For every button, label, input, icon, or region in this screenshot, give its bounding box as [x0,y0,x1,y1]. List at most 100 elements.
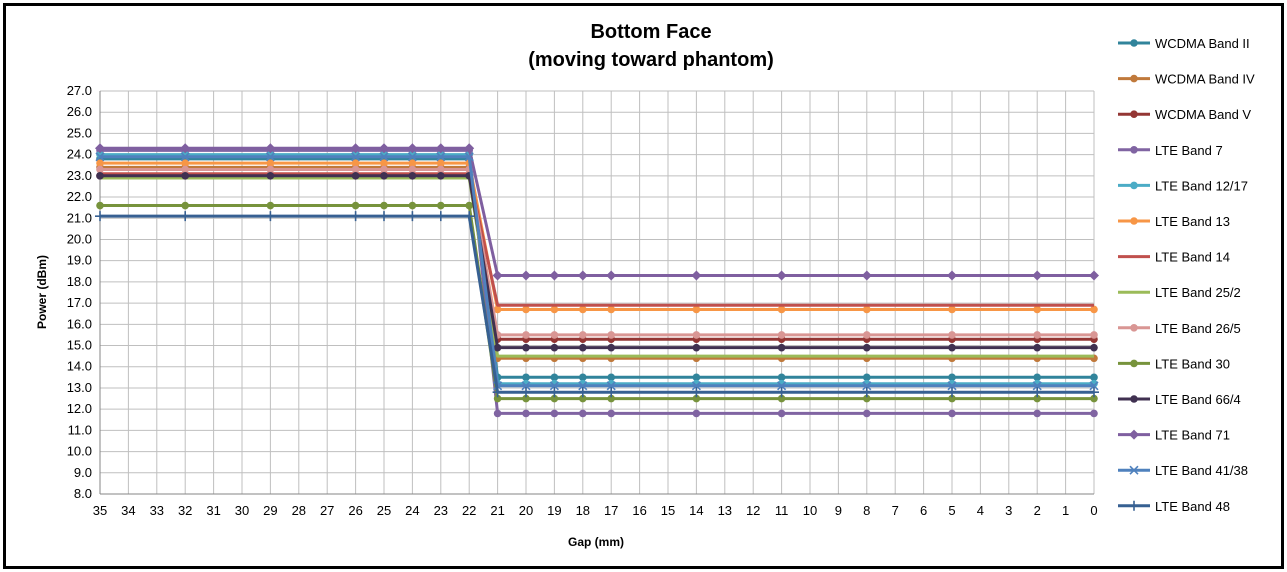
data-point-lte-band-30 [607,394,615,403]
legend-label-lte-band-66-4: LTE Band 66/4 [1155,392,1241,407]
data-point-wcdma-band-ii [550,373,559,382]
data-point-lte-band-48 [492,387,503,398]
y-tick-label: 18.0 [67,274,92,289]
data-point-lte-band-26-5 [351,165,360,174]
data-point-lte-band-30 [351,201,360,210]
data-point-lte-band-13 [408,159,417,167]
data-point-lte-band-13 [351,159,360,167]
legend-marker-wcdma-band-v [1130,110,1138,118]
data-point-lte-band-48 [435,211,446,222]
x-axis-ticks: 35 34 33 32 31 30 29 28 27 26 25 24 23 22 21 20 19 18 17 16… [93,503,1098,518]
data-point-lte-band-66-4 [550,343,559,352]
y-axis-label: Power (dBm) [35,255,49,329]
data-point-lte-band-30 [579,394,587,403]
x-tick-label: 8 [863,503,870,518]
data-point-lte-band-71 [95,143,105,154]
data-point-lte-band-66-4 [181,172,189,180]
data-point-lte-band-41-38 [95,152,105,162]
data-point-lte-band-30 [1090,394,1098,403]
data-point-lte-band-41-38 [578,381,588,391]
series-line-lte-band-30 [100,204,1094,401]
data-point-lte-band-13 [437,159,445,167]
legend-marker-lte-band-71 [1129,429,1139,440]
y-tick-label: 24.0 [67,147,92,162]
series-line-lte-band-12-17 [100,153,1094,386]
data-point-lte-band-26-5 [408,165,417,174]
data-point-lte-band-30 [692,394,701,403]
y-tick-label: 16.0 [67,316,92,331]
data-point-lte-band-66-4 [607,343,615,352]
x-tick-label: 11 [775,503,789,518]
data-point-lte-band-48 [379,211,389,222]
data-point-lte-band-13 [266,159,275,167]
data-point-lte-band-66-4 [692,343,701,352]
data-point-lte-band-71 [947,270,957,281]
y-tick-label: 10.0 [67,444,92,459]
legend-marker-lte-band-26-5 [1130,324,1138,332]
series-line-wcdma-band-ii [100,157,1094,379]
x-tick-label: 12 [746,503,760,518]
data-point-lte-band-13 [1090,305,1098,314]
data-point-lte-band-48 [577,387,588,398]
data-point-lte-band-30 [777,394,786,403]
data-point-lte-band-26-5 [948,331,956,339]
y-tick-label: 21.0 [67,210,92,225]
data-point-lte-band-66-4 [96,172,104,180]
data-point-lte-band-48 [407,211,418,222]
data-point-lte-band-26-5 [863,331,871,339]
legend-label-lte-band-12-17: LTE Band 12/17 [1155,178,1248,193]
data-point-lte-band-66-4 [408,172,417,180]
chart-title: Bottom Face [590,21,711,43]
data-point-lte-band-26-5 [437,165,445,174]
data-point-lte-band-7 [522,409,530,418]
data-point-lte-band-66-4 [1090,343,1098,352]
y-tick-label: 20.0 [67,231,92,246]
data-point-lte-band-41-38 [379,152,389,162]
x-tick-label: 28 [292,503,306,518]
data-point-lte-band-30 [522,394,530,403]
data-point-lte-band-7 [948,409,956,418]
legend-label-lte-band-26-5: LTE Band 26/5 [1155,321,1241,336]
y-tick-label: 9.0 [74,465,92,480]
data-point-lte-band-71 [577,270,588,281]
legend-label-lte-band-7: LTE Band 7 [1155,143,1223,158]
data-point-lte-band-48 [180,211,191,222]
x-tick-label: 20 [519,503,533,518]
data-point-lte-band-66-4 [493,343,502,352]
legend-marker-lte-band-66-4 [1130,395,1138,403]
x-tick-label: 14 [689,503,703,518]
data-point-lte-band-7 [1090,409,1098,418]
data-point-lte-band-13 [550,305,559,314]
data-point-lte-band-7 [692,409,701,418]
data-point-lte-band-30 [266,201,275,210]
y-tick-label: 27.0 [67,83,92,98]
data-point-lte-band-26-5 [777,331,786,339]
data-point-lte-band-26-5 [1033,331,1041,339]
x-tick-label: 33 [150,503,164,518]
data-point-lte-band-41-38 [1089,381,1099,391]
x-tick-label: 3 [1005,503,1012,518]
data-point-lte-band-66-4 [266,172,275,180]
data-point-lte-band-26-5 [181,165,189,174]
data-point-lte-band-48 [861,387,872,398]
legend-marker-lte-band-30 [1130,359,1138,368]
x-tick-label: 16 [632,503,646,518]
gridlines [99,90,1095,495]
data-point-lte-band-41-38 [180,152,190,162]
data-point-lte-band-71 [861,270,872,281]
legend: WCDMA Band II WCDMA Band IV WCDMA Band V LT… [1118,36,1255,514]
y-tick-label: 13.0 [67,380,92,395]
data-point-lte-band-41-38 [351,152,361,162]
data-point-lte-band-48 [1089,387,1099,398]
data-point-lte-band-7 [1033,409,1041,418]
y-tick-label: 15.0 [67,338,92,353]
series-lines [95,143,1099,418]
data-point-lte-band-41-38 [1032,381,1042,391]
data-point-lte-band-66-4 [351,172,360,180]
data-point-wcdma-band-ii [777,373,786,382]
x-tick-label: 30 [235,503,249,518]
x-tick-label: 22 [462,503,476,518]
x-tick-label: 27 [320,503,334,518]
data-point-lte-band-41-38 [464,152,474,162]
